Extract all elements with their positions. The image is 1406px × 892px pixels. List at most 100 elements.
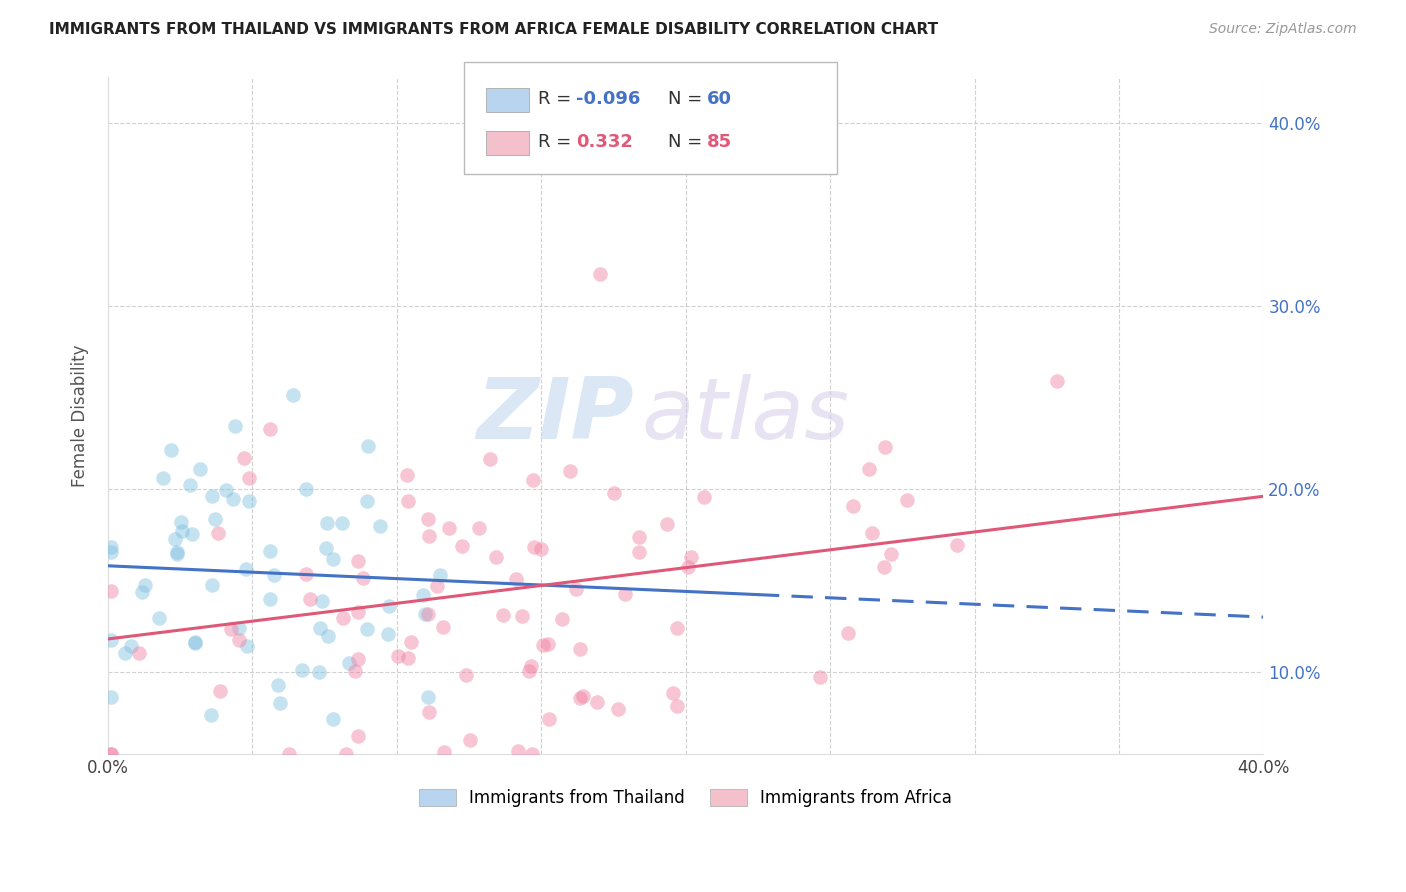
Point bbox=[416, 690, 439, 705]
Point bbox=[356, 622, 378, 636]
Point bbox=[946, 538, 969, 552]
Text: 60: 60 bbox=[707, 90, 733, 108]
Point bbox=[537, 712, 560, 726]
Text: R =: R = bbox=[538, 133, 578, 151]
Point bbox=[454, 668, 477, 682]
Text: R =: R = bbox=[538, 90, 578, 108]
Point bbox=[347, 554, 370, 568]
Point bbox=[316, 629, 339, 643]
Point bbox=[316, 516, 339, 530]
Point bbox=[259, 592, 281, 607]
Point bbox=[291, 663, 314, 677]
Point bbox=[100, 545, 122, 559]
Point bbox=[858, 462, 880, 476]
Point bbox=[565, 582, 588, 597]
Point bbox=[308, 665, 330, 679]
Point bbox=[693, 491, 716, 505]
Point bbox=[665, 698, 688, 713]
Point bbox=[228, 621, 250, 635]
Point bbox=[332, 611, 354, 625]
Point bbox=[571, 689, 593, 703]
Point bbox=[337, 656, 360, 670]
Point bbox=[437, 521, 460, 535]
Point bbox=[505, 572, 527, 586]
Point bbox=[458, 733, 481, 747]
Point bbox=[343, 664, 366, 678]
Point bbox=[309, 621, 332, 635]
Point bbox=[200, 708, 222, 723]
Point bbox=[377, 627, 399, 641]
Point bbox=[152, 471, 174, 485]
Point bbox=[100, 540, 122, 554]
Point bbox=[468, 521, 491, 535]
Point bbox=[523, 540, 546, 554]
Point bbox=[346, 605, 368, 619]
Point bbox=[236, 640, 259, 654]
Point bbox=[235, 562, 257, 576]
Point bbox=[676, 560, 699, 574]
Point bbox=[603, 485, 626, 500]
Text: IMMIGRANTS FROM THAILAND VS IMMIGRANTS FROM AFRICA FEMALE DISABILITY CORRELATION: IMMIGRANTS FROM THAILAND VS IMMIGRANTS F… bbox=[49, 22, 938, 37]
Point bbox=[418, 705, 440, 719]
Point bbox=[201, 577, 224, 591]
Point bbox=[180, 527, 202, 541]
Point bbox=[841, 500, 863, 514]
Text: Source: ZipAtlas.com: Source: ZipAtlas.com bbox=[1209, 22, 1357, 37]
Point bbox=[311, 593, 333, 607]
Point bbox=[412, 588, 434, 602]
Point bbox=[259, 544, 281, 558]
Point bbox=[568, 642, 591, 657]
Point bbox=[100, 583, 122, 598]
Text: 85: 85 bbox=[707, 133, 733, 151]
Point bbox=[238, 494, 260, 508]
Point bbox=[522, 473, 544, 487]
Point bbox=[347, 651, 370, 665]
Point bbox=[160, 443, 183, 458]
Point bbox=[322, 552, 344, 566]
Point bbox=[179, 478, 201, 492]
Point bbox=[377, 599, 399, 613]
Point bbox=[450, 539, 472, 553]
Point bbox=[215, 483, 238, 497]
Point bbox=[315, 541, 337, 556]
Point bbox=[221, 622, 243, 636]
Point bbox=[259, 422, 281, 436]
Point bbox=[506, 744, 529, 758]
Point bbox=[628, 545, 651, 559]
Point bbox=[166, 547, 188, 561]
Point bbox=[330, 516, 353, 531]
Point bbox=[233, 450, 256, 465]
Point bbox=[558, 464, 581, 478]
Point bbox=[418, 512, 440, 526]
Point bbox=[875, 440, 897, 454]
Point bbox=[1046, 374, 1069, 388]
Point bbox=[510, 609, 533, 624]
Point bbox=[520, 659, 543, 673]
Point bbox=[837, 626, 859, 640]
Point bbox=[131, 585, 153, 599]
Point bbox=[120, 639, 142, 653]
Point bbox=[396, 650, 419, 665]
Point bbox=[200, 490, 222, 504]
Point bbox=[492, 608, 515, 623]
Point bbox=[860, 525, 883, 540]
Point bbox=[166, 545, 188, 559]
Point bbox=[537, 637, 560, 651]
Point bbox=[221, 491, 243, 506]
Point bbox=[627, 530, 650, 544]
Text: N =: N = bbox=[668, 133, 707, 151]
Text: ZIP: ZIP bbox=[477, 375, 634, 458]
Point bbox=[531, 638, 554, 652]
Point bbox=[479, 451, 502, 466]
Text: atlas: atlas bbox=[641, 375, 849, 458]
Point bbox=[665, 621, 688, 635]
Point bbox=[352, 571, 374, 585]
Point bbox=[551, 612, 574, 626]
Text: 0.332: 0.332 bbox=[576, 133, 633, 151]
Point bbox=[416, 607, 439, 622]
Point bbox=[294, 566, 316, 581]
Point bbox=[148, 610, 170, 624]
Point bbox=[530, 542, 553, 557]
Point bbox=[387, 649, 409, 664]
Point bbox=[224, 419, 246, 434]
